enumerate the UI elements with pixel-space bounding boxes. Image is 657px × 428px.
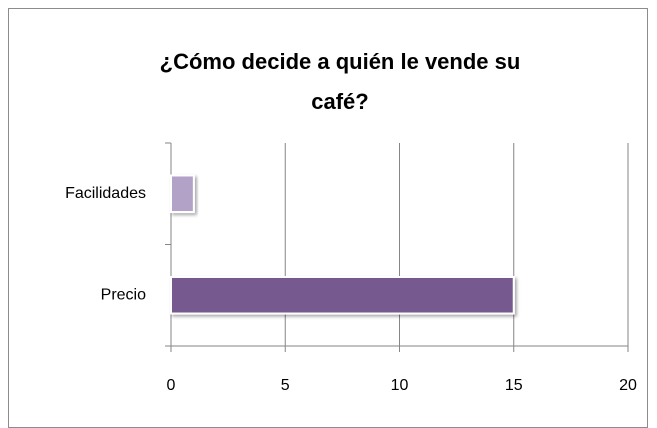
bar — [170, 174, 195, 214]
y-tick-label: Precio — [101, 286, 146, 303]
x-tick-label: 20 — [619, 377, 637, 394]
chart-title: ¿Cómo decide a quién le vende su café? — [159, 49, 521, 114]
x-tick-label: 15 — [505, 377, 523, 394]
x-tick-label: 0 — [167, 377, 176, 394]
y-tick-label: Facilidades — [65, 185, 146, 202]
x-tick-label: 5 — [281, 377, 290, 394]
bar — [170, 275, 515, 315]
x-tick-label: 10 — [391, 377, 409, 394]
